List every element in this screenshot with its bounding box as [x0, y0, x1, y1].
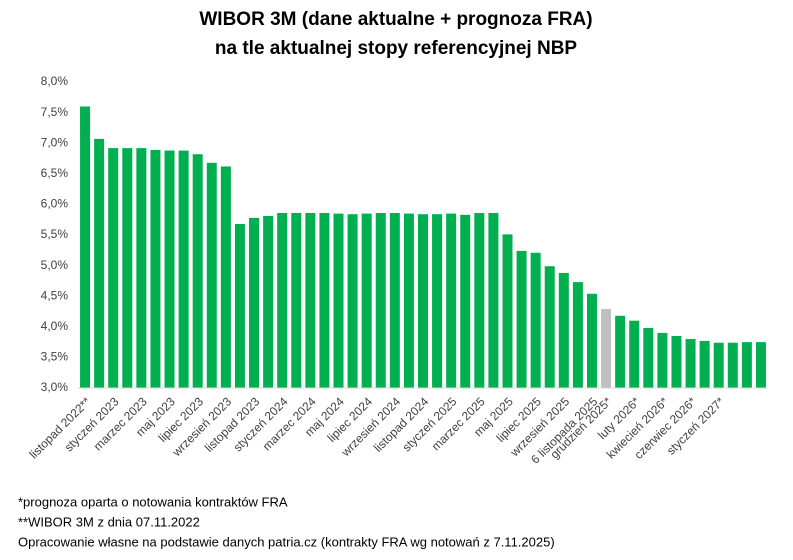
bar: [586, 293, 597, 388]
bar: [319, 212, 330, 388]
bar: [741, 342, 752, 388]
bar: [657, 332, 668, 388]
bar: [305, 212, 316, 388]
bar: [516, 250, 527, 388]
y-tick-label: 4,0%: [41, 319, 69, 333]
y-tick-label: 4,5%: [41, 288, 69, 302]
bar: [220, 166, 231, 388]
bar: [615, 315, 626, 388]
bar: [671, 335, 682, 388]
bar: [488, 212, 499, 388]
y-tick-label: 5,0%: [41, 258, 69, 272]
bar: [192, 154, 203, 388]
bar: [474, 212, 485, 388]
footnote: Opracowanie własne na podstawie danych p…: [18, 534, 555, 549]
bar: [136, 148, 147, 388]
bar: [629, 320, 640, 388]
y-tick-label: 7,5%: [41, 105, 69, 119]
bar: [572, 282, 583, 388]
bar: [94, 138, 105, 388]
bar: [713, 342, 724, 388]
y-tick-label: 3,0%: [41, 380, 69, 394]
bar: [150, 149, 161, 388]
bar: [502, 234, 513, 388]
y-tick-label: 7,0%: [41, 135, 69, 149]
bar: [544, 266, 555, 388]
bar: [755, 342, 766, 388]
bar: [178, 150, 189, 388]
bar: [601, 309, 612, 388]
bar: [164, 150, 175, 388]
bar: [263, 216, 274, 388]
bar: [291, 212, 302, 388]
bar: [361, 213, 372, 388]
bar: [727, 342, 738, 388]
bar: [403, 213, 414, 388]
bar: [699, 340, 710, 388]
footnote: **WIBOR 3M z dnia 07.11.2022: [18, 514, 200, 529]
bar: [530, 252, 541, 388]
y-tick-label: 3,5%: [41, 350, 69, 364]
bar: [460, 214, 471, 388]
y-tick-label: 6,5%: [41, 166, 69, 180]
y-tick-label: 6,0%: [41, 197, 69, 211]
y-tick-label: 8,0%: [41, 74, 69, 88]
bar: [249, 217, 260, 388]
bar: [389, 212, 400, 388]
bar: [685, 339, 696, 388]
bar: [643, 328, 654, 388]
bar: [446, 213, 457, 388]
bar: [108, 148, 119, 388]
bar: [277, 212, 288, 388]
footnote: *prognoza oparta o notowania kontraktów …: [18, 494, 288, 509]
chart-title: na tle aktualnej stopy referencyjnej NBP: [215, 38, 578, 59]
bar: [234, 223, 245, 388]
bar: [375, 212, 386, 388]
bar: [347, 214, 358, 388]
y-tick-label: 5,5%: [41, 227, 69, 241]
bar: [432, 214, 443, 388]
bar: [333, 213, 344, 388]
bar: [206, 162, 217, 388]
bar: [418, 214, 428, 388]
bar: [80, 106, 91, 388]
chart-title: WIBOR 3M (dane aktualne + prognoza FRA): [199, 9, 592, 30]
bar: [558, 272, 569, 388]
bar: [122, 148, 133, 388]
